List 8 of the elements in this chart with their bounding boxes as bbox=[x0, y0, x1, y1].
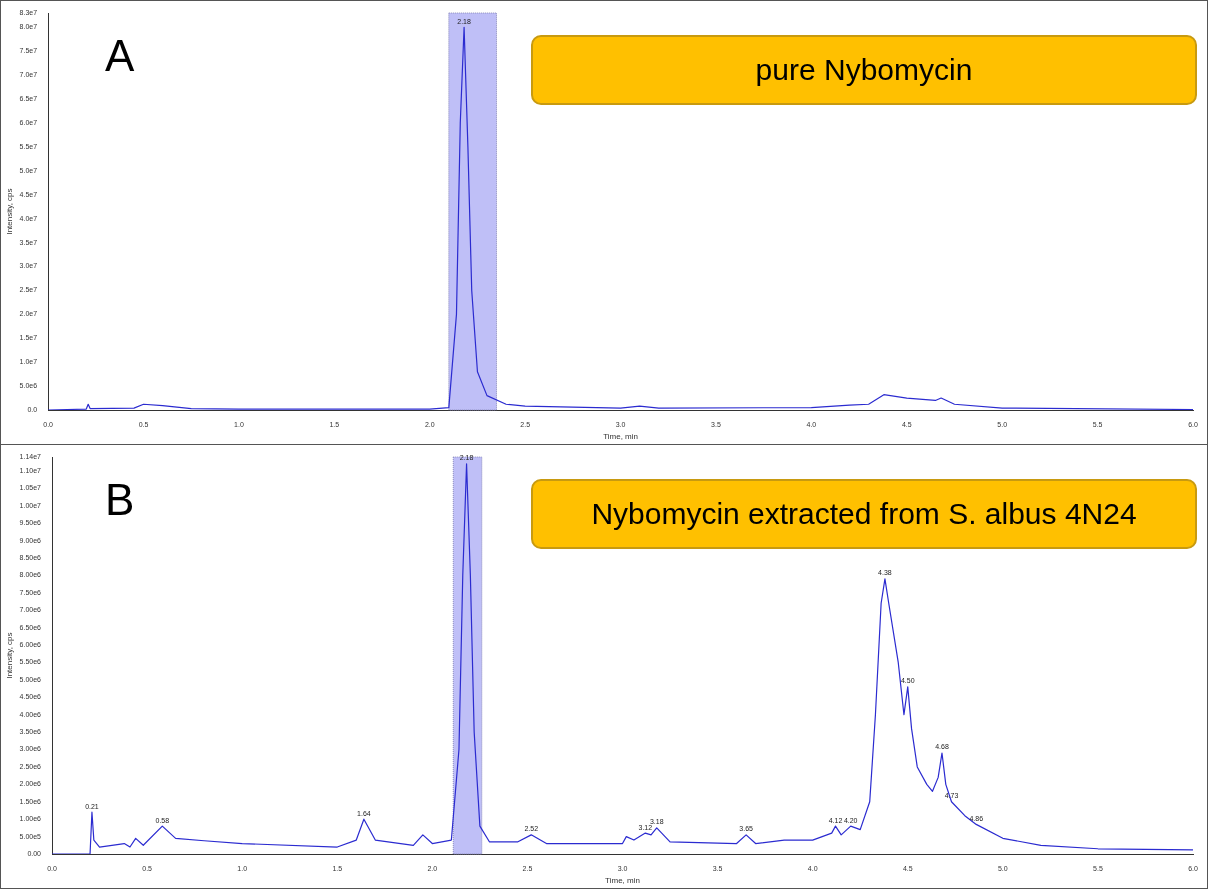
x-axis-title: Time, min bbox=[603, 432, 638, 442]
annotation: A bbox=[105, 31, 135, 81]
annotation: B bbox=[105, 475, 135, 525]
callout-box: Nybomycin extracted from S. albus 4N24 bbox=[531, 479, 1197, 549]
callout-box: pure Nybomycin bbox=[531, 35, 1197, 105]
y-axis-title: Intensity, cps bbox=[5, 632, 14, 679]
x-axis-title: Time, min bbox=[605, 876, 640, 886]
y-axis-title: Intensity, cps bbox=[5, 188, 14, 235]
